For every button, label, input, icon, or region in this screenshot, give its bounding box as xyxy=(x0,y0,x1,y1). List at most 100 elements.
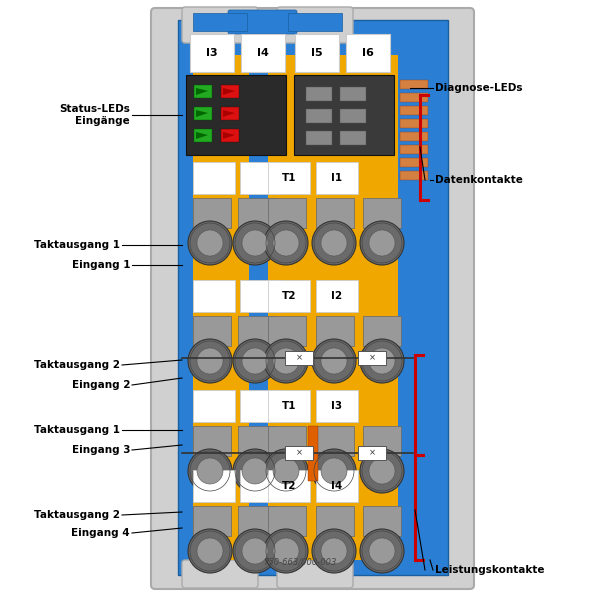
Bar xyxy=(400,171,428,180)
Bar xyxy=(193,470,235,502)
Circle shape xyxy=(321,538,347,564)
Bar xyxy=(193,426,231,456)
Text: Taktausgang 1: Taktausgang 1 xyxy=(34,425,120,435)
Text: Taktausgang 2: Taktausgang 2 xyxy=(34,510,120,520)
Bar xyxy=(190,34,234,72)
Circle shape xyxy=(197,538,223,564)
Text: Datenkontakte: Datenkontakte xyxy=(435,175,523,185)
Bar xyxy=(358,446,386,460)
Text: T1: T1 xyxy=(282,401,296,411)
Circle shape xyxy=(264,449,308,493)
Bar xyxy=(193,316,231,346)
Text: I6: I6 xyxy=(362,48,374,58)
Circle shape xyxy=(321,348,347,374)
Bar xyxy=(316,280,358,312)
Bar xyxy=(268,55,398,560)
Text: Leistungskontakte: Leistungskontakte xyxy=(435,565,545,575)
Bar xyxy=(306,87,332,101)
Bar xyxy=(238,198,276,228)
Bar xyxy=(340,131,366,145)
Bar xyxy=(400,119,428,128)
Circle shape xyxy=(197,348,223,374)
Bar xyxy=(400,145,428,154)
Circle shape xyxy=(360,529,404,573)
Bar xyxy=(240,470,282,502)
Text: T2: T2 xyxy=(282,291,296,301)
Circle shape xyxy=(312,449,356,493)
Text: T1: T1 xyxy=(282,173,296,183)
Bar xyxy=(308,426,318,481)
Circle shape xyxy=(273,230,299,256)
Bar xyxy=(400,158,428,167)
Circle shape xyxy=(233,529,277,573)
Bar xyxy=(240,280,282,312)
FancyBboxPatch shape xyxy=(151,8,474,589)
Circle shape xyxy=(321,458,347,484)
Circle shape xyxy=(360,339,404,383)
Bar xyxy=(193,198,231,228)
Bar xyxy=(241,34,285,72)
Bar xyxy=(316,426,354,456)
Circle shape xyxy=(233,221,277,265)
FancyBboxPatch shape xyxy=(182,560,258,588)
Bar xyxy=(268,316,306,346)
Bar xyxy=(240,162,282,194)
Polygon shape xyxy=(223,132,235,139)
Bar xyxy=(306,131,332,145)
Circle shape xyxy=(264,339,308,383)
Bar xyxy=(363,506,401,536)
Circle shape xyxy=(369,538,395,564)
Circle shape xyxy=(242,348,268,374)
Circle shape xyxy=(273,348,299,374)
Bar xyxy=(288,13,342,31)
Bar xyxy=(400,132,428,141)
Bar xyxy=(363,198,401,228)
Circle shape xyxy=(312,339,356,383)
Text: I1: I1 xyxy=(331,173,343,183)
Text: ×: × xyxy=(296,353,302,362)
Text: ×: × xyxy=(296,449,302,457)
Circle shape xyxy=(188,221,232,265)
Bar xyxy=(221,129,239,142)
Circle shape xyxy=(369,458,395,484)
Circle shape xyxy=(264,221,308,265)
Bar xyxy=(221,85,239,98)
Circle shape xyxy=(188,449,232,493)
Polygon shape xyxy=(196,110,208,117)
Text: I4: I4 xyxy=(331,481,343,491)
Bar xyxy=(194,85,212,98)
Text: Eingang 3: Eingang 3 xyxy=(71,445,130,455)
Text: I5: I5 xyxy=(311,48,323,58)
Text: I2: I2 xyxy=(331,291,343,301)
Bar xyxy=(400,93,428,102)
FancyBboxPatch shape xyxy=(182,7,258,43)
Circle shape xyxy=(197,230,223,256)
Bar xyxy=(178,20,448,575)
Bar xyxy=(295,34,339,72)
FancyBboxPatch shape xyxy=(228,10,297,34)
Bar xyxy=(193,390,235,422)
Bar xyxy=(400,80,428,89)
Bar xyxy=(294,75,394,155)
Bar xyxy=(346,34,390,72)
Circle shape xyxy=(242,230,268,256)
Circle shape xyxy=(321,230,347,256)
Circle shape xyxy=(242,458,268,484)
Text: Status-LEDs
Eingänge: Status-LEDs Eingänge xyxy=(59,104,130,126)
Circle shape xyxy=(273,458,299,484)
Circle shape xyxy=(273,538,299,564)
Text: Eingang 4: Eingang 4 xyxy=(71,528,130,538)
Bar xyxy=(340,109,366,123)
Circle shape xyxy=(233,449,277,493)
Circle shape xyxy=(360,221,404,265)
Circle shape xyxy=(188,339,232,383)
Bar xyxy=(316,316,354,346)
Circle shape xyxy=(312,529,356,573)
Text: ×: × xyxy=(368,353,376,362)
Bar xyxy=(363,316,401,346)
Bar xyxy=(268,470,310,502)
Polygon shape xyxy=(223,88,235,95)
Bar xyxy=(316,470,358,502)
Bar xyxy=(316,198,354,228)
Circle shape xyxy=(369,230,395,256)
